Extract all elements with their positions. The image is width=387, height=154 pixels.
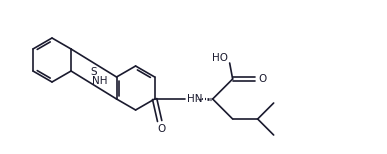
- Text: O: O: [158, 124, 166, 134]
- Text: NH: NH: [92, 76, 108, 86]
- Text: HO: HO: [212, 53, 228, 63]
- Text: HN: HN: [187, 94, 202, 104]
- Text: O: O: [259, 74, 267, 84]
- Text: S: S: [91, 67, 97, 77]
